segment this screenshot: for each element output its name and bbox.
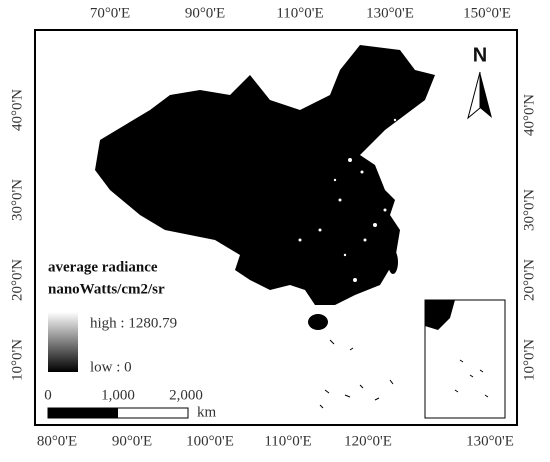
inset-land (425, 300, 455, 330)
right-label: 30°0'N (521, 189, 537, 231)
bottom-label: 120°0'E (344, 433, 392, 449)
bottom-label: 90°0'E (112, 433, 152, 449)
top-label: 110°0'E (276, 5, 323, 21)
left-label: 10°0'N (9, 339, 25, 381)
right-label: 10°0'N (521, 339, 537, 381)
islands (319, 339, 394, 409)
top-label: 130°0'E (366, 5, 414, 21)
right-label: 20°0'N (521, 259, 537, 301)
taiwan (388, 250, 398, 274)
legend-gradient (48, 312, 78, 372)
north-arrow (467, 71, 492, 120)
left-label: 40°0'N (9, 89, 25, 131)
bottom-label: 110°0'E (264, 433, 311, 449)
legend-low: low : 0 (90, 359, 132, 375)
left-label: 30°0'N (9, 179, 25, 221)
legend-title: average radiance (48, 259, 158, 275)
north-label: N (473, 44, 487, 66)
top-label: 150°0'E (463, 5, 511, 21)
scale-bar-segment (48, 408, 118, 418)
china-landmass (95, 45, 435, 305)
bottom-label: 100°0'E (186, 433, 234, 449)
hainan (308, 314, 328, 330)
scale-unit: km (197, 404, 217, 420)
bottom-label: 130°0'E (466, 433, 514, 449)
legend-high: high : 1280.79 (90, 315, 177, 331)
bottom-label: 80°0'E (37, 433, 77, 449)
legend-unit: nanoWatts/cm2/sr (48, 281, 165, 297)
scale-label: 1,000 (101, 387, 135, 403)
scale-label: 2,000 (169, 387, 203, 403)
left-label: 20°0'N (9, 259, 25, 301)
inset-islands (454, 359, 489, 398)
top-label: 90°0'E (185, 5, 225, 21)
city-lights (298, 118, 397, 282)
top-label: 70°0'E (90, 5, 130, 21)
graticule-labels: 70°0'E 90°0'E 110°0'E 130°0'E 150°0'E 80°0'E 9… (9, 5, 537, 449)
scale-label: 0 (44, 387, 52, 403)
right-label: 40°0'N (521, 94, 537, 136)
